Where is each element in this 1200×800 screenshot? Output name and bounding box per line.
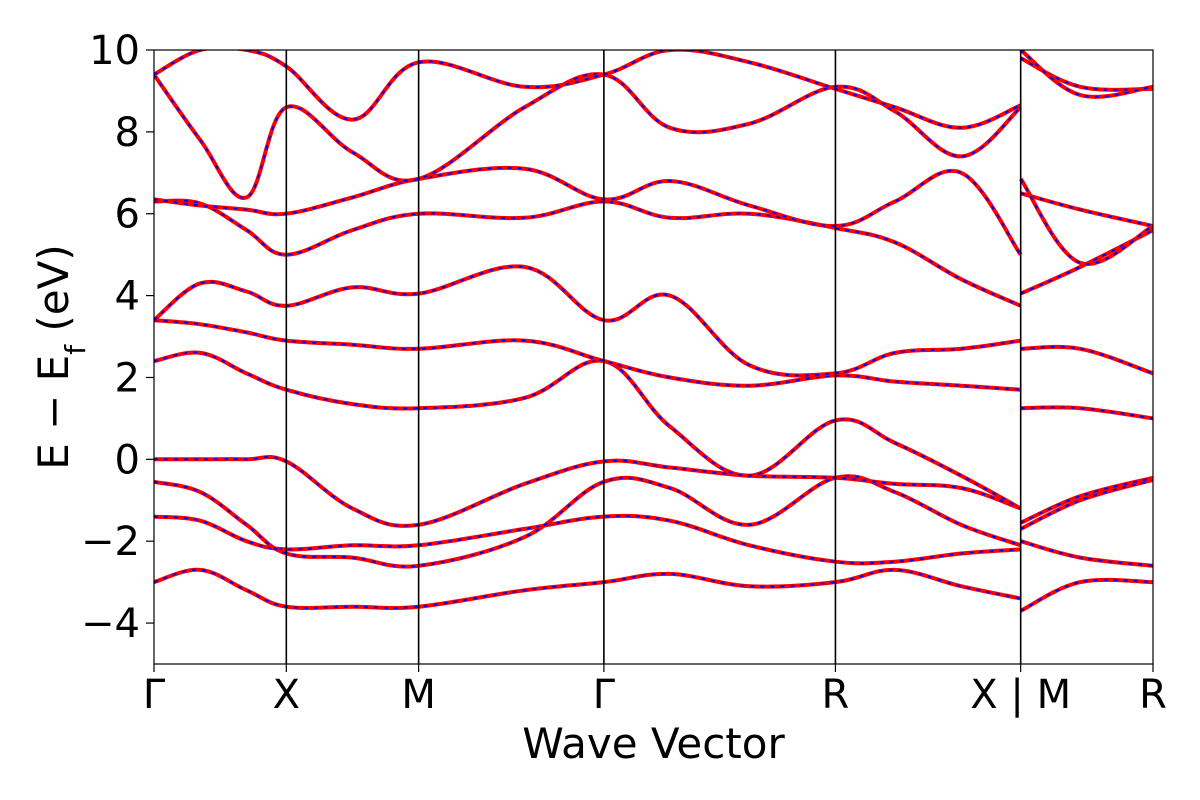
y-axis-ticks: −4 −2 0 2 4 6 8 10 [81,28,154,647]
y-tick-label: 10 [89,28,140,74]
y-axis-label-main: E − E [29,355,78,470]
band-11-overlay [154,50,1153,129]
y-tick-label: 4 [115,274,140,320]
band-3-line [154,474,1153,569]
x-tick-label: R [1139,672,1167,718]
band-1-line [154,567,1153,613]
plot-frame [153,49,1154,665]
x-axis-ticks: Γ X M Γ R X | M R [143,664,1167,718]
x-tick-label: X [273,672,300,718]
band-8-overlay [154,192,1153,307]
band-3-overlay [154,475,1153,568]
x-axis-label: Wave Vector [522,719,785,768]
y-axis-label: E − Ef (eV) [29,244,92,470]
x-tick-label: Γ [593,672,616,718]
y-tick-label: 8 [115,110,140,156]
y-tick-label: 0 [115,437,140,483]
x-tick-label: X | M [970,672,1071,718]
band-5-overlay [154,351,1153,510]
y-axis-label-unit: (eV) [29,244,78,345]
band-10-line [154,56,1153,200]
band-6-overlay [154,319,1153,391]
y-tick-label: 6 [115,192,140,238]
bands-layer [154,50,1153,613]
band-6-line [154,318,1153,392]
band-2-overlay [154,514,1153,567]
y-tick-label: −4 [81,601,140,647]
band-4-overlay [154,455,1153,527]
x-tick-label: R [822,672,850,718]
y-tick-label: −2 [81,519,140,565]
x-tick-label: M [401,672,436,718]
y-axis-label-subscript: f [59,344,92,355]
x-tick-label: Γ [143,672,166,718]
band-9-overlay [154,166,1153,266]
band-1-overlay [154,568,1153,612]
high-symmetry-lines [285,50,1022,664]
y-tick-label: 2 [115,355,140,401]
band-4-line [154,454,1153,528]
